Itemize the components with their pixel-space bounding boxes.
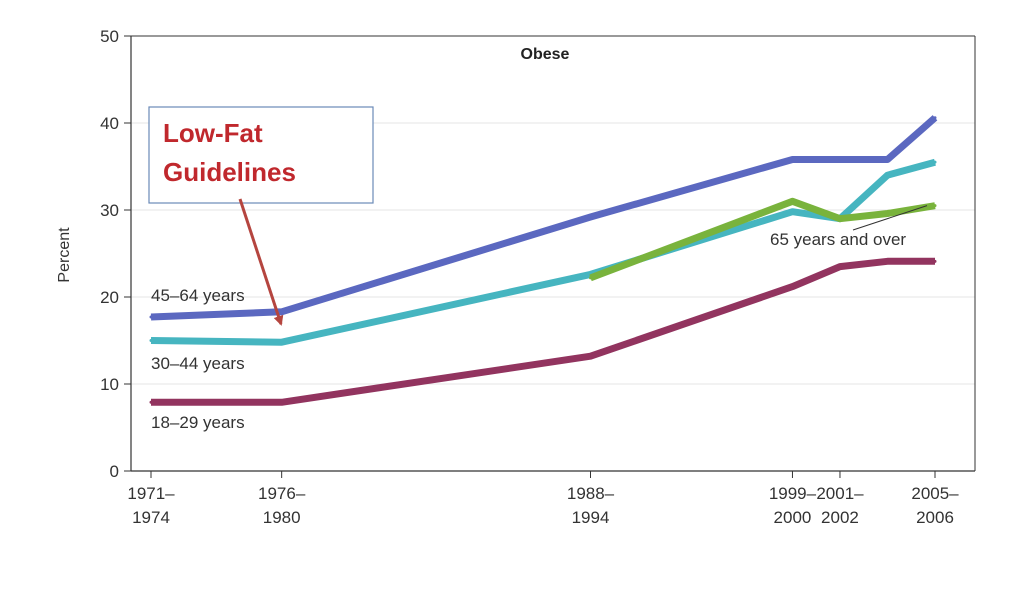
data-point xyxy=(589,354,593,358)
series-label: 45–64 years xyxy=(151,286,245,305)
x-tick-label: 1971– 1974 xyxy=(127,484,175,527)
data-point xyxy=(885,173,889,177)
data-point xyxy=(885,158,889,162)
data-point xyxy=(280,340,284,344)
data-point xyxy=(933,259,937,263)
x-tick-label: 2001– 2002 xyxy=(816,484,864,527)
x-ticks: 1971– 1974 1976– 1980 1988– 1994 1999– 20002001… xyxy=(127,471,959,527)
series-label: 18–29 years xyxy=(151,413,245,432)
y-tick-label: 40 xyxy=(100,114,119,133)
y-tick-label: 10 xyxy=(100,375,119,394)
data-point xyxy=(790,199,794,203)
annotation-line-2: Guidelines xyxy=(163,157,296,187)
data-point xyxy=(885,259,889,263)
series-lines xyxy=(149,115,938,406)
annotation-box xyxy=(148,106,374,204)
y-ticks: 0 10 20 30 40 50 xyxy=(100,27,131,481)
data-point xyxy=(589,276,593,280)
data-point xyxy=(589,215,593,219)
series-label: 30–44 years xyxy=(151,354,245,373)
x-tick-label: 2005– 2006 xyxy=(911,484,959,527)
y-axis-label: Percent xyxy=(56,227,73,283)
data-point xyxy=(933,160,937,164)
x-tick-label: 1976– 1980 xyxy=(258,484,306,527)
y-tick-label: 50 xyxy=(100,27,119,46)
data-point xyxy=(838,217,842,221)
low-fat-annotation: Low-Fat Guidelines xyxy=(148,106,374,326)
data-point xyxy=(933,204,937,208)
data-point xyxy=(838,265,842,269)
annotation-arrow xyxy=(238,198,284,326)
y-tick-label: 20 xyxy=(100,288,119,307)
annotation-line-1: Low-Fat xyxy=(163,118,263,148)
data-point xyxy=(790,285,794,289)
y-tick-label: 0 xyxy=(110,462,119,481)
x-tick-label: 1988– 1994 xyxy=(567,484,615,527)
data-point xyxy=(838,158,842,162)
series-label: 65 years and over xyxy=(770,230,906,249)
axes xyxy=(130,35,976,472)
y-tick-label: 30 xyxy=(100,201,119,220)
x-tick-label: 1999– 2000 xyxy=(769,484,817,527)
data-point xyxy=(790,158,794,162)
data-point xyxy=(885,211,889,215)
data-point xyxy=(280,310,284,314)
series-label-leader xyxy=(852,205,928,231)
data-point xyxy=(933,116,937,120)
data-point xyxy=(790,210,794,214)
data-point xyxy=(149,315,153,319)
data-point xyxy=(149,339,153,342)
chart-title: Obese xyxy=(521,46,570,63)
data-point xyxy=(280,400,284,404)
series-labels: 45–64 years 30–44 years 18–29 years 65 year… xyxy=(151,205,928,432)
data-point xyxy=(149,400,153,404)
